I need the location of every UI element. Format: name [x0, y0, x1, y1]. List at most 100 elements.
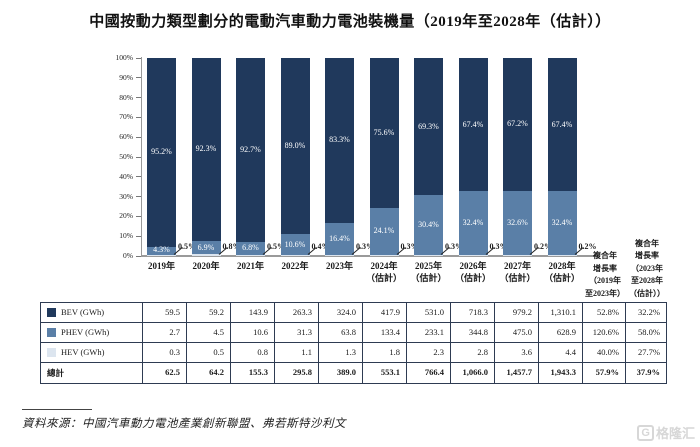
y-axis-tick-label: 30% — [119, 191, 133, 201]
phev-percent-label: 32.4% — [462, 218, 484, 228]
hev-percent-label: 0.2% — [534, 241, 552, 251]
phev-percent-label: 32.4% — [551, 218, 573, 228]
cagr-column-header: 複合年 增長率 （2023年 至2028年 （估計）） — [629, 238, 665, 298]
bar-segment-hev — [503, 255, 532, 256]
table-cell: 0.5 — [187, 343, 231, 363]
table-cell: 64.2 — [187, 363, 231, 383]
table-cell: 1,943.3 — [539, 363, 583, 383]
y-axis-tick-label: 60% — [119, 132, 133, 142]
bar-segment-bev — [191, 58, 221, 241]
bar-segment-hev — [547, 255, 577, 256]
bev-percent-label: 67.4% — [551, 119, 573, 129]
bar-segment-bev — [325, 58, 354, 223]
table-cell: 344.8 — [451, 323, 495, 343]
y-axis-tick-label: 80% — [119, 92, 133, 102]
table-cell: 31.3 — [275, 323, 319, 343]
bar-segment-hev — [191, 254, 221, 256]
bar-segment-phev — [414, 195, 443, 256]
y-axis-tick — [136, 116, 141, 118]
bar-segment-phev — [191, 240, 221, 255]
y-axis-tick — [136, 57, 141, 59]
table-cell: 389.0 — [319, 363, 363, 383]
bar-segment-hev — [414, 255, 443, 256]
table-cell: 553.1 — [363, 363, 407, 383]
bar-segment-phev — [280, 234, 310, 256]
bar-segment-bev — [236, 58, 265, 242]
hev-percent-label: 0.3% — [400, 241, 419, 251]
table-cell: 0.3 — [143, 343, 187, 363]
y-axis-tick-label: 0% — [123, 251, 133, 260]
hev-percent-label: 0.5% — [267, 241, 285, 251]
x-axis-category-label: 2024年 （估計） — [365, 261, 402, 283]
y-axis-tick — [136, 77, 141, 79]
legend-swatch-phev — [47, 328, 56, 337]
x-axis-category-label: 2023年 — [325, 261, 353, 271]
y-axis-tick — [136, 97, 141, 99]
bar-segment-hev — [147, 255, 176, 256]
watermark: G 格隆汇 — [637, 423, 695, 442]
bev-percent-label: 95.2% — [151, 147, 172, 157]
bev-percent-label: 69.3% — [418, 121, 439, 131]
bar-segment-bev — [503, 58, 532, 191]
y-axis-tick-label: 40% — [119, 171, 133, 181]
bar-segment-bev — [280, 58, 310, 235]
y-axis-tick-label: 20% — [119, 211, 133, 221]
bar-segment-bev — [414, 58, 443, 195]
table-cell: 718.3 — [451, 303, 495, 323]
page-title: 中國按動力類型劃分的電動汽車動力電池裝機量（2019年至2028年（估計）） — [89, 14, 611, 30]
phev-percent-label: 6.8% — [242, 243, 259, 253]
table-cell: 0.8 — [231, 343, 275, 363]
bar-segment-bev — [547, 58, 577, 191]
y-axis-line — [141, 57, 142, 257]
x-axis-category-label: 2028年 （估計） — [543, 261, 580, 283]
table-cell: 1,066.0 — [451, 363, 495, 383]
table-cell: 2.7 — [143, 323, 187, 343]
x-axis-category-label: 2026年 （估計） — [454, 261, 491, 283]
legend-swatch-bev — [47, 308, 56, 317]
table-row-label-text: PHEV (GWh) — [61, 327, 110, 337]
bar-segment-bev — [458, 58, 488, 191]
table-cell: 263.3 — [275, 303, 319, 323]
table-cell: 1,457.7 — [495, 363, 539, 383]
table-cell: 417.9 — [363, 303, 407, 323]
watermark-logo-icon: G — [637, 424, 654, 441]
bar-segment-bev — [147, 58, 176, 247]
x-axis-line — [141, 255, 597, 257]
bev-percent-label: 83.3% — [329, 135, 350, 145]
bar-segment-hev — [369, 255, 399, 256]
y-axis-tick-label: 90% — [119, 72, 133, 82]
y-axis-tick-label: 50% — [119, 152, 133, 161]
x-axis-category-label: 2021年 — [236, 261, 264, 271]
watermark-text: 格隆汇 — [655, 426, 695, 441]
bar-segment-hev — [458, 255, 488, 256]
table-cell: 475.0 — [495, 323, 539, 343]
table-cell: 57.9% — [583, 363, 626, 383]
y-axis-tick-label: 100% — [115, 53, 134, 62]
hev-percent-label: 0.3% — [489, 241, 508, 251]
table-cell: 628.9 — [539, 323, 583, 343]
y-axis-tick — [136, 156, 141, 158]
hev-percent-label: 0.8% — [222, 241, 241, 251]
cagr-column-header: 複合年 增長率 （2019年 至2023年） — [585, 251, 625, 298]
bar-segment-bev — [369, 58, 399, 208]
bar-segment-phev — [503, 190, 532, 256]
table-row-label-text: 總計 — [47, 367, 65, 378]
y-axis-tick — [136, 196, 141, 198]
bar-segment-phev — [147, 246, 176, 255]
table-cell: 4.4 — [539, 343, 583, 363]
phev-percent-label: 32.6% — [507, 217, 528, 227]
bev-percent-label: 67.4% — [462, 119, 484, 129]
bar-segment-hev — [280, 255, 310, 256]
table-cell: 1.8 — [363, 343, 407, 363]
hev-percent-label: 0.4% — [311, 241, 330, 251]
source-note: 資料來源：中國汽車動力電池產業創新聯盟、弗若斯特沙利文 — [22, 418, 346, 430]
y-axis-tick — [136, 176, 141, 178]
phev-percent-label: 30.4% — [418, 220, 439, 230]
table-row-label-text: HEV (GWh) — [61, 347, 105, 357]
table-row-label: PHEV (GWh) — [41, 323, 143, 343]
source-divider — [22, 409, 92, 410]
x-axis-category-label: 2027年 （估計） — [499, 261, 536, 283]
table-cell: 63.8 — [319, 323, 363, 343]
table-cell: 32.2% — [626, 303, 666, 323]
